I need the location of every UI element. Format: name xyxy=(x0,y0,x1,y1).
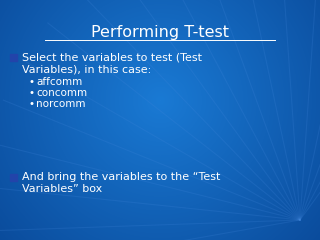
Text: concomm: concomm xyxy=(36,88,87,98)
FancyBboxPatch shape xyxy=(10,174,17,181)
Text: Select the variables to test (Test: Select the variables to test (Test xyxy=(22,52,202,62)
FancyBboxPatch shape xyxy=(10,54,17,61)
Text: •: • xyxy=(28,77,34,87)
Text: Variables” box: Variables” box xyxy=(22,184,102,194)
Text: •: • xyxy=(28,99,34,109)
Text: norcomm: norcomm xyxy=(36,99,85,109)
Text: affcomm: affcomm xyxy=(36,77,82,87)
Text: Performing T-test: Performing T-test xyxy=(91,25,229,40)
Text: Variables), in this case:: Variables), in this case: xyxy=(22,64,151,74)
Text: •: • xyxy=(28,88,34,98)
Text: And bring the variables to the “Test: And bring the variables to the “Test xyxy=(22,172,220,182)
